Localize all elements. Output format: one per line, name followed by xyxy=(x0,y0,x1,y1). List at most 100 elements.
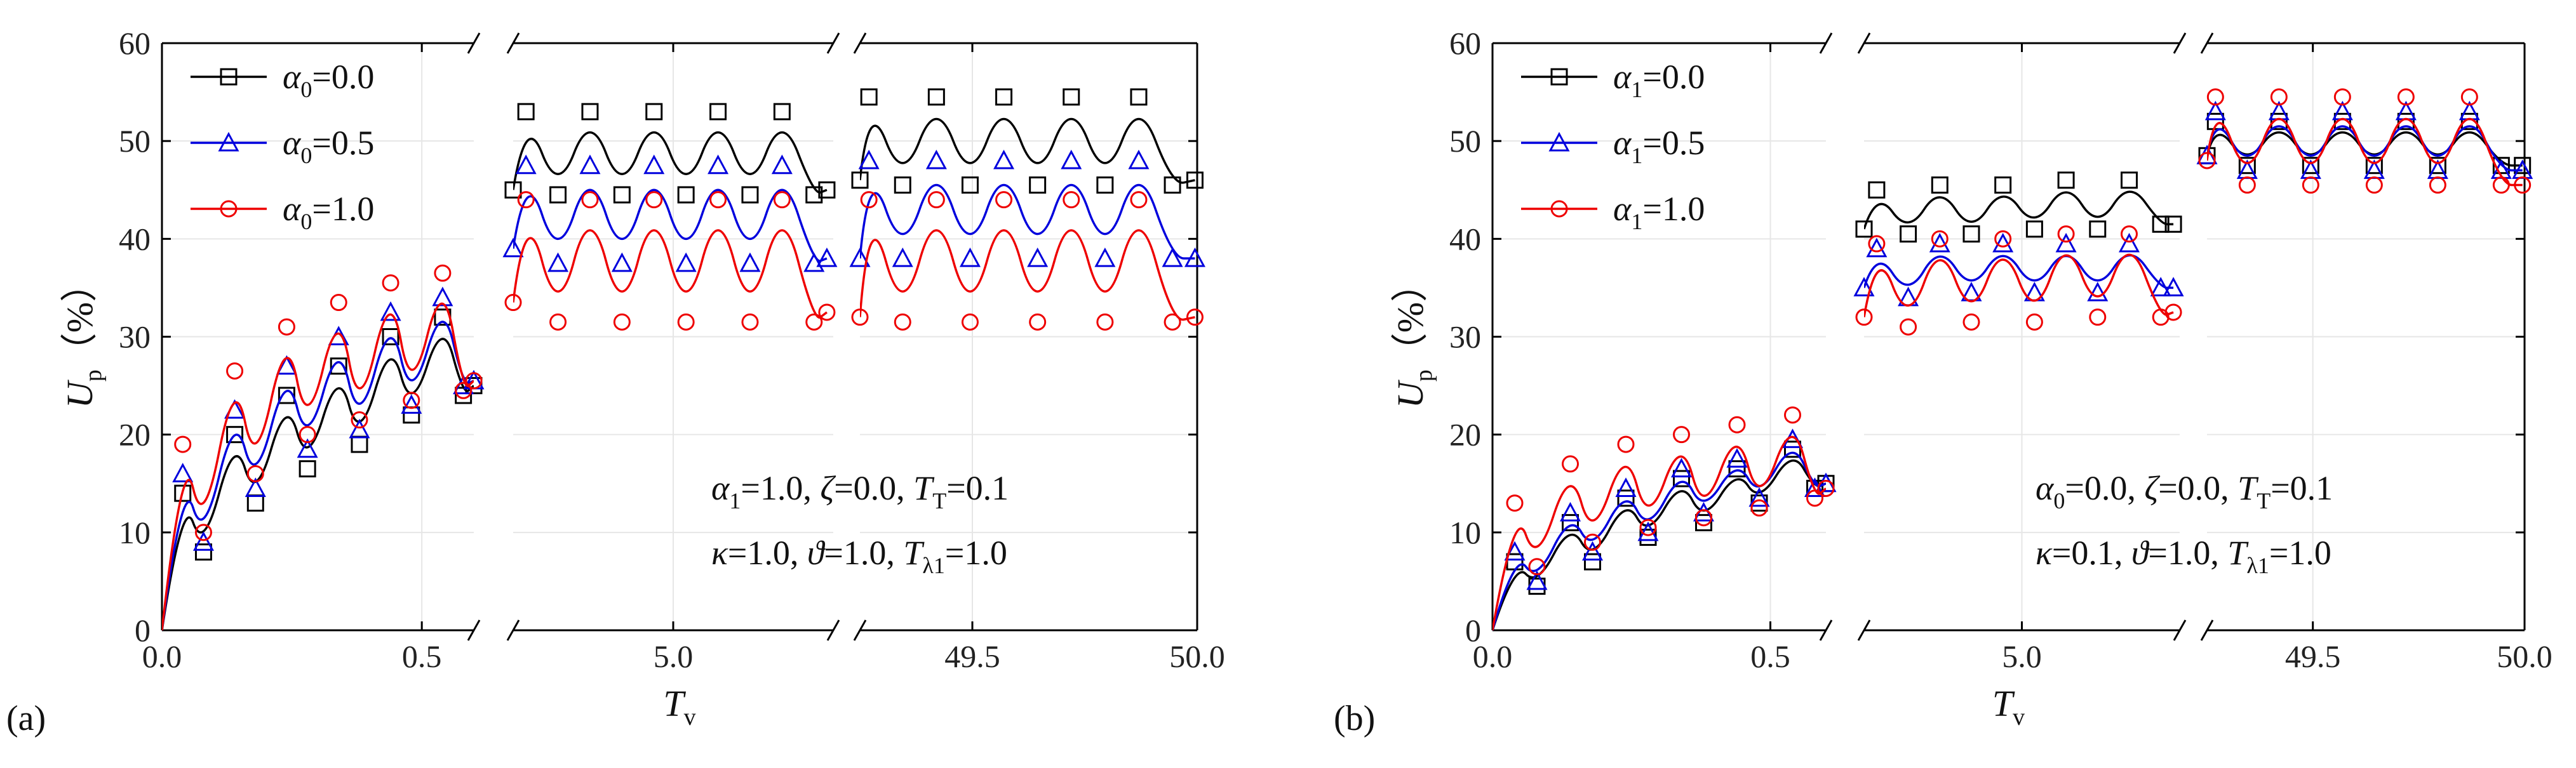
data-point xyxy=(1931,176,1949,194)
legend-label-part: 1 xyxy=(1631,143,1642,168)
data-point xyxy=(1868,181,1886,199)
data-point xyxy=(1695,509,1712,527)
param-line-part: =1.0, xyxy=(741,469,820,507)
data-point xyxy=(961,176,979,194)
data-point xyxy=(278,318,295,336)
data-point xyxy=(1992,232,2014,253)
y-axis-title-main: U xyxy=(1390,379,1431,408)
data-point xyxy=(741,186,759,204)
data-point xyxy=(2206,112,2224,130)
data-point xyxy=(860,191,878,209)
data-point xyxy=(894,313,911,331)
x-ticks: 0.0 0.5 5.0 49.5 50.0 xyxy=(142,43,1225,674)
data-point xyxy=(961,313,979,331)
data-point xyxy=(1617,489,1635,507)
data-point xyxy=(677,186,695,204)
data-point xyxy=(1506,494,1524,512)
data-point xyxy=(2087,281,2109,301)
param-line: α0=0.0, ζ=0.0, TT=0.1 xyxy=(2036,469,2333,513)
data-point xyxy=(803,252,825,272)
x-axis-title: Tv xyxy=(663,683,695,731)
data-point xyxy=(1128,149,1150,169)
data-point xyxy=(1164,176,1181,194)
legend-label-part: 0 xyxy=(300,77,312,102)
data-point xyxy=(299,426,316,444)
param-line-part: T xyxy=(2257,488,2271,513)
data-point xyxy=(1900,225,1917,243)
axis-break-mark xyxy=(1819,619,1833,641)
data-point xyxy=(2270,112,2288,130)
data-point xyxy=(818,303,836,321)
data-point xyxy=(2270,88,2288,106)
legend-label-part: =0.0 xyxy=(1642,58,1705,96)
axis-break-mark xyxy=(506,619,520,641)
data-point xyxy=(2238,157,2256,175)
x-tick-label: 0.0 xyxy=(1473,639,1513,674)
data-point xyxy=(613,313,631,331)
data-point xyxy=(1562,513,1579,531)
y-axis-title-sub: p xyxy=(1411,369,1437,381)
data-point xyxy=(677,313,695,331)
axis-break-mark xyxy=(467,619,481,641)
data-point xyxy=(2429,176,2446,194)
series-α1=1.0 xyxy=(1493,88,2532,631)
series-line xyxy=(513,131,828,194)
data-point xyxy=(351,411,368,429)
data-point xyxy=(2492,176,2510,194)
data-point xyxy=(1994,230,2012,248)
data-point xyxy=(849,248,871,267)
data-point xyxy=(927,88,945,106)
data-point xyxy=(1184,248,1205,267)
legend-label-part: 0 xyxy=(300,209,312,234)
series-α0=0.0 xyxy=(162,88,1204,631)
legend: α1=0.0α1=0.5α1=1.0 xyxy=(1521,58,1705,234)
data-point xyxy=(773,103,791,121)
data-point xyxy=(708,154,729,175)
y-tick-label: 0 xyxy=(135,612,151,648)
x-ticks: 0.0 0.5 5.0 49.5 50.0 xyxy=(1473,43,2553,674)
data-point xyxy=(1617,435,1635,453)
data-point xyxy=(1728,416,1746,434)
y-axis-title-unit: （%） xyxy=(59,265,100,369)
series-line xyxy=(860,118,1195,184)
y-axis-title-sub: p xyxy=(80,369,107,381)
data-point xyxy=(771,154,793,175)
data-point xyxy=(2204,100,2226,121)
y-tick-label: 30 xyxy=(119,319,151,355)
data-point xyxy=(892,248,913,267)
x-axis-title-main: T xyxy=(663,683,686,724)
axis-break-mark xyxy=(853,619,867,641)
legend-marker xyxy=(220,200,238,218)
data-point xyxy=(2055,232,2077,253)
param-line-part: =1.0, xyxy=(2148,534,2227,572)
data-point xyxy=(925,149,947,169)
param-line-part: =0.1, xyxy=(2052,534,2131,572)
data-point xyxy=(581,103,599,121)
data-point xyxy=(613,186,631,204)
data-point xyxy=(246,465,264,482)
data-point xyxy=(1559,501,1581,522)
legend-label: α0=1.0 xyxy=(283,190,374,234)
data-point xyxy=(1784,406,1801,424)
data-point xyxy=(709,191,727,209)
data-point xyxy=(455,387,473,404)
data-point xyxy=(276,355,297,375)
data-point xyxy=(1528,558,1546,576)
y-axis-title: Up（%） xyxy=(1390,265,1437,408)
data-point xyxy=(1186,308,1204,326)
data-point xyxy=(2238,176,2256,194)
data-point xyxy=(959,248,981,267)
x-axis-title-sub: v xyxy=(684,704,696,731)
y-tick-label: 20 xyxy=(119,417,151,453)
param-line-part: =0.0, xyxy=(2158,469,2237,507)
x-tick-label: 49.5 xyxy=(944,639,1000,674)
data-point xyxy=(1784,440,1801,458)
data-point xyxy=(645,191,663,209)
param-line-part: =1.0 xyxy=(945,534,1007,572)
series-line xyxy=(2207,118,2523,187)
data-point xyxy=(858,149,880,169)
data-point xyxy=(517,191,535,209)
data-point xyxy=(851,171,869,189)
data-point xyxy=(1096,176,1114,194)
data-point xyxy=(2514,157,2532,175)
